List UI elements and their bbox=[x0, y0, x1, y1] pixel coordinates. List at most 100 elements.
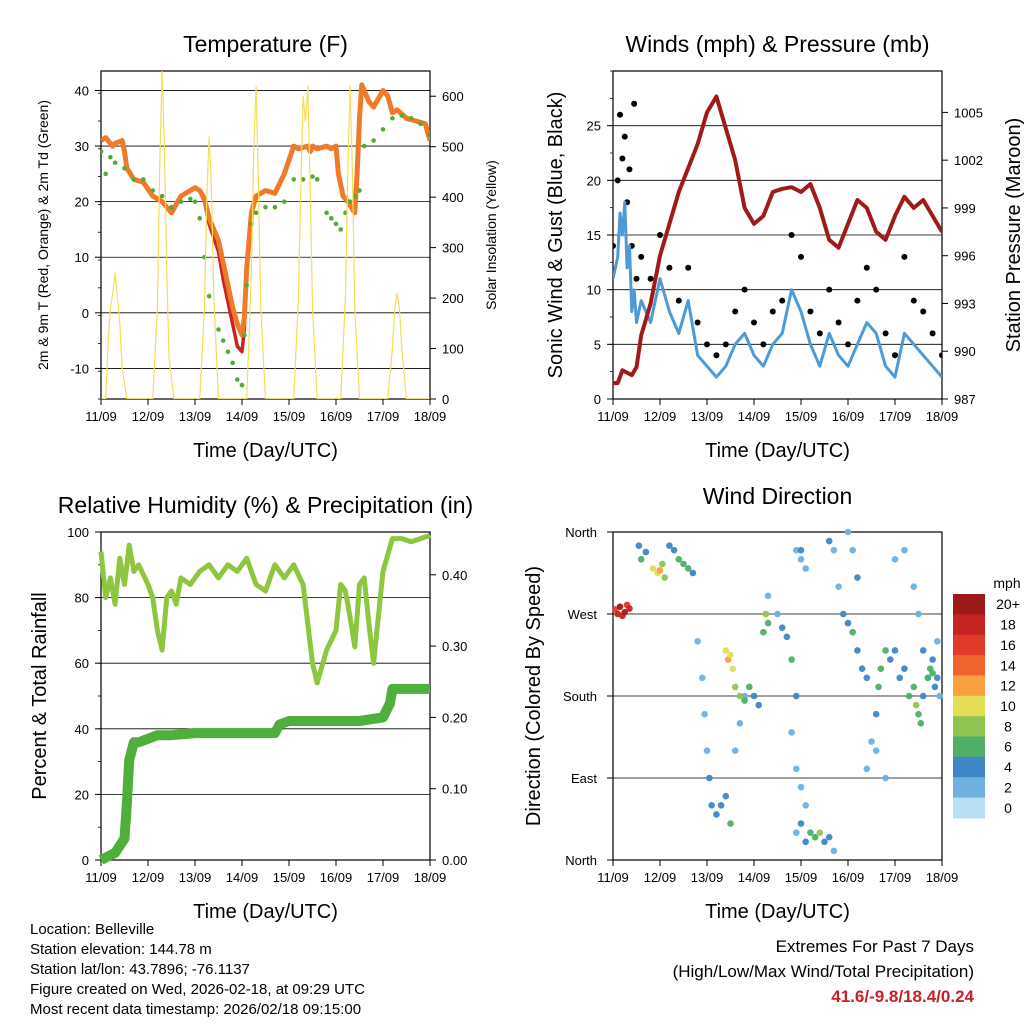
data-point bbox=[361, 143, 367, 149]
colorbar-label: 2 bbox=[1004, 779, 1012, 795]
data-point bbox=[868, 738, 875, 745]
temperature-chart: Temperature (F) 11/09 12/09 13/09 14/09 15/09… bbox=[35, 31, 499, 462]
y-tick-label: North bbox=[565, 525, 597, 540]
data-point bbox=[750, 692, 758, 700]
series-solar-insolation bbox=[101, 71, 430, 399]
data-point bbox=[244, 282, 249, 288]
series-9m-t bbox=[101, 82, 430, 338]
data-line bbox=[98, 683, 430, 864]
x-tick-label: 18/09 bbox=[414, 409, 447, 424]
x-tick-label: 17/09 bbox=[879, 409, 912, 424]
colorbar-label: 18 bbox=[1000, 617, 1016, 633]
recent-text: Most recent data timestamp: 2026/02/18 0… bbox=[30, 1001, 362, 1018]
colorbar-label: 0 bbox=[1004, 800, 1012, 816]
data-point bbox=[915, 610, 922, 618]
data-point bbox=[731, 747, 739, 754]
data-point bbox=[802, 565, 809, 572]
data-point bbox=[877, 665, 885, 672]
data-point bbox=[626, 166, 633, 173]
data-point bbox=[741, 692, 748, 700]
data-point bbox=[239, 382, 245, 388]
data-point bbox=[830, 546, 838, 554]
data-point bbox=[727, 820, 734, 827]
y-axis-label: Percent & Total Rainfall bbox=[29, 592, 51, 800]
y-tick-label: 40 bbox=[75, 83, 89, 98]
data-point bbox=[919, 647, 927, 654]
data-point bbox=[807, 308, 814, 315]
data-point bbox=[300, 177, 306, 182]
data-point bbox=[736, 692, 744, 700]
data-point bbox=[324, 210, 329, 216]
data-point bbox=[314, 177, 320, 182]
colorbar-swatch bbox=[953, 634, 985, 656]
data-point bbox=[912, 701, 920, 709]
y2-axis-label: Solar Insolation (Yellow) bbox=[483, 160, 499, 310]
x-tick-label: 15/09 bbox=[785, 409, 818, 424]
plot-area bbox=[98, 532, 431, 864]
y2-tick-label: 0.20 bbox=[442, 710, 467, 725]
data-point bbox=[778, 624, 786, 631]
data-point bbox=[282, 199, 287, 204]
extremes-values: 41.6/-9.8/18.4/0.24 bbox=[831, 987, 974, 1006]
y2-tick-label: 500 bbox=[442, 140, 464, 155]
data-point bbox=[845, 341, 851, 348]
data-point bbox=[826, 286, 833, 293]
x-axis-label: Time (Day/UTC) bbox=[193, 901, 338, 923]
data-point bbox=[788, 232, 795, 238]
colorbar-unit: mph bbox=[993, 575, 1020, 591]
data-point bbox=[333, 221, 339, 227]
data-line bbox=[613, 94, 942, 386]
x-tick-label: 12/09 bbox=[644, 870, 677, 885]
data-point bbox=[863, 765, 871, 773]
data-point bbox=[939, 352, 942, 359]
x-tick-label: 12/09 bbox=[132, 870, 165, 885]
x-tick-label: 17/09 bbox=[367, 409, 400, 424]
plot-frame bbox=[100, 70, 431, 400]
data-line bbox=[98, 532, 431, 686]
data-point bbox=[357, 188, 362, 193]
data-point bbox=[621, 608, 629, 616]
data-point bbox=[689, 569, 697, 577]
colorbar-swatch bbox=[953, 594, 985, 615]
y2-tick-label: 0.00 bbox=[442, 853, 467, 868]
data-point bbox=[731, 683, 739, 691]
data-point bbox=[854, 647, 861, 654]
data-point bbox=[929, 330, 936, 337]
created-text: Figure created on Wed, 2026-02-18, at 09… bbox=[30, 981, 365, 998]
x-tick-label: 18/09 bbox=[926, 409, 959, 424]
y2-tick-label: 1005 bbox=[954, 105, 983, 120]
colorbar-label: 20+ bbox=[996, 596, 1020, 612]
data-point bbox=[905, 692, 913, 700]
y-tick-label: 20 bbox=[587, 173, 601, 188]
data-point bbox=[769, 308, 776, 315]
y2-tick-label: 0.30 bbox=[442, 639, 467, 654]
y-tick-label: 40 bbox=[75, 722, 89, 737]
data-point bbox=[657, 232, 663, 238]
data-point bbox=[802, 838, 809, 846]
data-point bbox=[821, 838, 828, 846]
data-point bbox=[901, 665, 908, 672]
data-point bbox=[122, 165, 127, 171]
data-point bbox=[936, 692, 943, 700]
data-point bbox=[793, 692, 800, 700]
data-point bbox=[910, 583, 918, 590]
y-tick-label: West bbox=[568, 607, 598, 622]
x-tick-label: 14/09 bbox=[738, 870, 771, 885]
data-point bbox=[150, 188, 155, 193]
plot-area bbox=[101, 71, 430, 399]
colorbar-label: 16 bbox=[1000, 637, 1016, 653]
data-point bbox=[920, 308, 927, 315]
data-point bbox=[722, 647, 730, 654]
data-point bbox=[108, 154, 113, 160]
data-point bbox=[746, 683, 753, 691]
y-axis-label: Sonic Wind & Gust (Blue, Black) bbox=[545, 92, 567, 379]
data-line bbox=[101, 83, 430, 354]
colorbar-swatch bbox=[953, 614, 985, 636]
y-tick-label: 0 bbox=[82, 306, 89, 321]
data-point bbox=[722, 792, 730, 800]
colorbar-swatch bbox=[953, 716, 985, 738]
data-point bbox=[816, 829, 824, 836]
data-point bbox=[896, 674, 903, 682]
data-point bbox=[779, 297, 786, 304]
